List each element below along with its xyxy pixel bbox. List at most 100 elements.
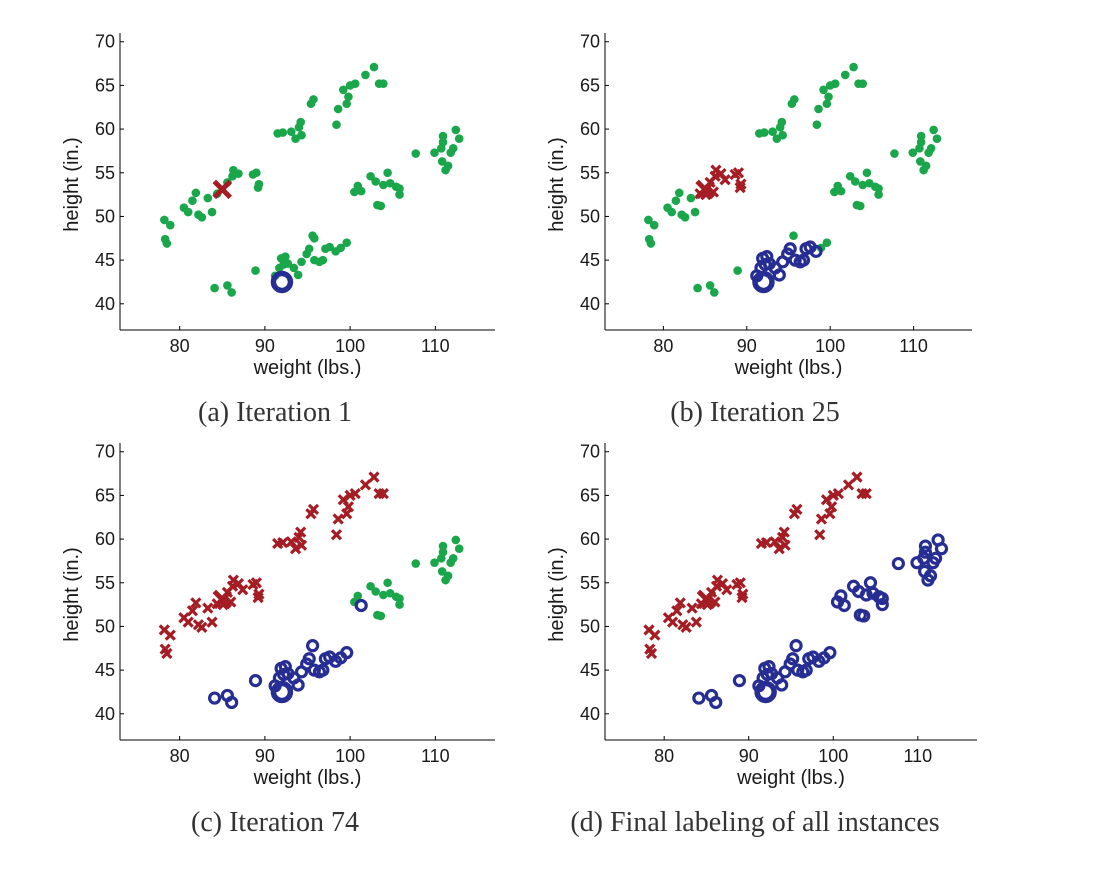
data-point-dot bbox=[926, 144, 936, 153]
x-stroke bbox=[715, 168, 727, 180]
x-stroke bbox=[860, 488, 872, 500]
data-point-x bbox=[649, 629, 661, 641]
data-point-dot bbox=[383, 168, 392, 178]
y-tick-label: 60 bbox=[580, 119, 600, 139]
data-point-x bbox=[778, 526, 790, 538]
data-point-dot bbox=[789, 231, 798, 240]
x-axis-title: weight (lbs.) bbox=[736, 767, 845, 789]
x-stroke bbox=[342, 501, 355, 513]
data-point-dot bbox=[760, 128, 769, 137]
x-tick-label: 100 bbox=[335, 746, 365, 766]
caption: (d) Final labeling of all instances bbox=[570, 807, 939, 838]
y-tick-label: 70 bbox=[580, 32, 600, 52]
x-tick-label: 90 bbox=[739, 746, 759, 766]
data-point-dot bbox=[379, 79, 388, 88]
y-tick-label: 45 bbox=[580, 250, 600, 270]
x-stroke bbox=[721, 584, 733, 596]
data-point-dot bbox=[283, 259, 293, 268]
x-stroke bbox=[778, 526, 790, 538]
x-stroke bbox=[643, 624, 655, 636]
data-point-dot bbox=[812, 120, 822, 130]
data-point-o bbox=[875, 591, 889, 606]
caption: (a) Iteration 1 bbox=[198, 397, 352, 428]
data-point-o bbox=[823, 646, 837, 660]
data-point-dot bbox=[649, 220, 659, 230]
data-point-x bbox=[332, 513, 344, 525]
x-stroke bbox=[232, 578, 245, 590]
y-tick-label: 60 bbox=[95, 529, 115, 549]
data-point-x bbox=[277, 536, 289, 549]
data-point-x bbox=[735, 178, 747, 190]
data-point-dot bbox=[342, 99, 352, 109]
x-stroke bbox=[307, 503, 320, 516]
data-point-dot bbox=[709, 288, 719, 297]
data-point-o bbox=[302, 652, 316, 666]
data-point-x bbox=[680, 621, 692, 633]
y-tick-label: 40 bbox=[580, 704, 600, 724]
data-point-x bbox=[645, 647, 658, 660]
data-point-x bbox=[253, 588, 265, 600]
x-stroke bbox=[716, 578, 729, 590]
x-stroke bbox=[645, 647, 658, 660]
data-point-dot bbox=[376, 611, 386, 621]
data-point-o bbox=[760, 250, 774, 264]
y-tick-label: 50 bbox=[95, 206, 115, 226]
y-tick-label: 40 bbox=[580, 294, 600, 314]
x-stroke bbox=[161, 647, 173, 660]
data-point-x bbox=[686, 602, 698, 614]
data-point-dot bbox=[353, 591, 363, 601]
data-point-o bbox=[928, 551, 943, 565]
data-point-dot bbox=[824, 92, 833, 102]
data-point-o bbox=[248, 673, 263, 688]
scatter-panel-1: 40 45 50 55 60 65 70 80 90 100 110 weight (lbs.) hei… bbox=[61, 32, 495, 428]
y-tick-label: 40 bbox=[95, 704, 115, 724]
x-stroke bbox=[649, 629, 661, 641]
data-point-x bbox=[161, 647, 173, 660]
data-point-dot bbox=[690, 207, 700, 217]
data-point-o bbox=[918, 539, 933, 553]
data-point-x bbox=[667, 616, 679, 628]
x-stroke bbox=[791, 503, 803, 516]
data-point-dot bbox=[210, 283, 219, 293]
x-stroke bbox=[820, 494, 833, 506]
data-point-x bbox=[295, 539, 308, 551]
data-point-x bbox=[250, 577, 262, 589]
y-tick-label: 55 bbox=[580, 163, 600, 183]
data-point-o bbox=[775, 678, 789, 692]
data-point-x bbox=[791, 503, 803, 516]
data-point-dot bbox=[287, 127, 296, 137]
data-point-dot bbox=[874, 190, 883, 199]
data-point-x bbox=[825, 501, 838, 513]
data-point-dot bbox=[644, 215, 653, 225]
data-point-x bbox=[732, 167, 745, 179]
seed-point-o bbox=[754, 680, 777, 704]
data-point-dot bbox=[454, 134, 464, 143]
x-stroke bbox=[779, 539, 791, 551]
x-stroke bbox=[253, 588, 265, 600]
x-stroke bbox=[732, 167, 745, 179]
data-point-o bbox=[857, 609, 871, 623]
x-tick-label: 110 bbox=[899, 336, 928, 356]
data-point-dot bbox=[908, 148, 918, 157]
y-tick-label: 45 bbox=[580, 660, 600, 680]
data-point-o bbox=[786, 652, 800, 666]
y-axis-title: height (in.) bbox=[61, 137, 83, 232]
x-tick-label: 80 bbox=[170, 746, 190, 766]
x-stroke bbox=[686, 602, 698, 614]
caption: (b) Iteration 25 bbox=[670, 397, 840, 428]
x-stroke bbox=[159, 643, 171, 655]
x-stroke bbox=[349, 488, 361, 500]
x-stroke bbox=[277, 536, 289, 549]
seed-point-o bbox=[752, 270, 775, 294]
data-point-dot bbox=[289, 263, 299, 273]
y-tick-label: 50 bbox=[580, 206, 600, 226]
y-axis-title: height (in.) bbox=[546, 547, 568, 642]
data-point-dot bbox=[254, 179, 264, 189]
data-point-dot bbox=[191, 188, 201, 198]
data-point-dot bbox=[438, 541, 448, 551]
data-point-dot bbox=[227, 288, 236, 297]
x-stroke bbox=[735, 178, 747, 190]
data-point-dot bbox=[674, 188, 684, 198]
data-point-x bbox=[773, 543, 785, 555]
